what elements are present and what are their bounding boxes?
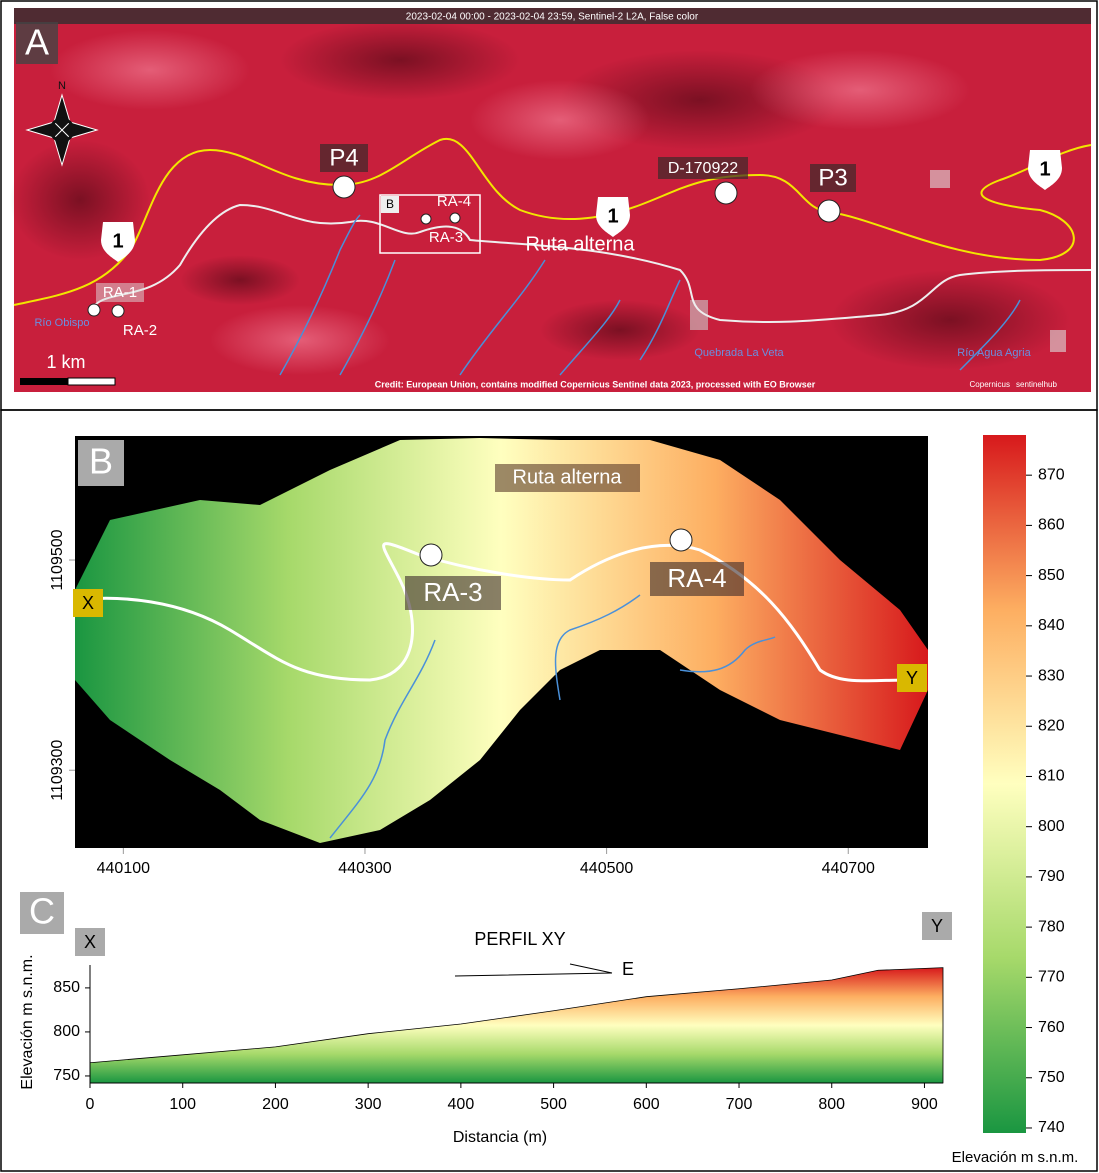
credit: Credit: European Union, contains modifie… — [375, 379, 816, 389]
colorbar-tick-label: 830 — [1038, 667, 1065, 684]
site-label: RA-3 — [423, 577, 482, 607]
y-tick-label: 1109300 — [49, 740, 66, 801]
x-tick-label: 900 — [911, 1096, 938, 1113]
colorbar-tick-label: 780 — [1038, 918, 1065, 935]
site-label: RA-2 — [123, 322, 157, 339]
compass-label: N — [58, 80, 66, 92]
x-tick-label: 800 — [818, 1096, 845, 1113]
x-tick-label: 500 — [540, 1096, 567, 1113]
river-label: Quebrada La Veta — [694, 347, 784, 359]
colorbar-tick-label: 820 — [1038, 717, 1065, 734]
end-label: X — [82, 593, 94, 613]
colorbar — [983, 435, 1026, 1133]
route-label: Ruta alterna — [526, 233, 636, 255]
logo: Copernicus — [970, 380, 1010, 389]
scale-label: 1 km — [46, 352, 85, 372]
y-tick-label: 750 — [53, 1067, 80, 1084]
colorbar-tick-label: 840 — [1038, 617, 1065, 634]
point-label: P4 — [329, 144, 358, 171]
site-marker — [450, 213, 460, 223]
point-marker — [818, 200, 840, 222]
chart-title: PERFIL XY — [474, 929, 565, 949]
panel-letter: B — [89, 441, 113, 482]
colorbar-tick-label: 850 — [1038, 567, 1065, 584]
direction-label: E — [622, 959, 634, 979]
inset-label: B — [386, 197, 394, 211]
logo: sentinelhub — [1016, 380, 1057, 389]
direction-arrow — [455, 964, 612, 976]
colorbar-tick-label: 750 — [1038, 1069, 1065, 1086]
x-tick-label: 440100 — [97, 860, 150, 877]
x-tick-label: 100 — [169, 1096, 196, 1113]
site-marker — [112, 305, 124, 317]
x-tick-label: 440500 — [580, 860, 633, 877]
colorbar-tick-label: 770 — [1038, 969, 1065, 986]
x-tick-label: 400 — [448, 1096, 475, 1113]
x-tick-label: 300 — [355, 1096, 382, 1113]
colorbar-tick-label: 790 — [1038, 868, 1065, 885]
x-tick-label: 700 — [726, 1096, 753, 1113]
shield-number: 1 — [607, 205, 618, 227]
point-label: D-170922 — [668, 160, 738, 177]
profile-area — [90, 968, 943, 1083]
site-marker — [670, 529, 692, 551]
site-label: RA-4 — [667, 563, 726, 593]
point-marker — [333, 176, 355, 198]
site-label: RA-1 — [103, 284, 137, 301]
end-label: Y — [906, 668, 918, 688]
colorbar-tick-label: 800 — [1038, 818, 1065, 835]
river-label: Río Obispo — [34, 317, 89, 329]
scale-bar — [20, 378, 68, 385]
colorbar-tick-label: 760 — [1038, 1019, 1065, 1036]
site-marker — [421, 214, 431, 224]
colorbar-tick-label: 740 — [1038, 1119, 1065, 1136]
shield-number: 1 — [112, 230, 123, 252]
end-label: X — [84, 932, 96, 952]
y-axis-label: Elevación m s.n.m. — [19, 954, 36, 1089]
x-tick-label: 200 — [262, 1096, 289, 1113]
river-label: Río Agua Agria — [957, 347, 1031, 359]
site-label: RA-4 — [437, 193, 471, 210]
site-marker — [420, 544, 442, 566]
colorbar-tick-label: 810 — [1038, 768, 1065, 785]
x-tick-label: 440300 — [338, 860, 391, 877]
x-tick-label: 0 — [86, 1096, 95, 1113]
panel-letter: C — [29, 891, 55, 932]
x-axis-label: Distancia (m) — [453, 1129, 547, 1146]
site-marker — [88, 304, 100, 316]
route-label: Ruta alterna — [513, 466, 623, 488]
y-tick-label: 800 — [53, 1023, 80, 1040]
end-label: Y — [931, 916, 943, 936]
scale-bar — [68, 378, 115, 385]
page: 2023-02-04 00:00 - 2023-02-04 23:59, Sen… — [0, 0, 1099, 1173]
site-label: RA-3 — [429, 229, 463, 246]
colorbar-tick-label: 870 — [1038, 466, 1065, 483]
x-tick-label: 440700 — [822, 860, 875, 877]
shield-number: 1 — [1039, 158, 1050, 180]
panel-letter: A — [25, 22, 49, 63]
y-tick-label: 850 — [53, 979, 80, 996]
point-marker — [715, 182, 737, 204]
figure: 2023-02-04 00:00 - 2023-02-04 23:59, Sen… — [0, 0, 1099, 1173]
colorbar-label: Elevación m s.n.m. — [952, 1149, 1079, 1166]
colorbar-tick-label: 860 — [1038, 517, 1065, 534]
y-tick-label: 1109500 — [49, 529, 66, 590]
x-tick-label: 600 — [633, 1096, 660, 1113]
point-label: P3 — [818, 164, 847, 191]
image-header: 2023-02-04 00:00 - 2023-02-04 23:59, Sen… — [406, 12, 699, 23]
